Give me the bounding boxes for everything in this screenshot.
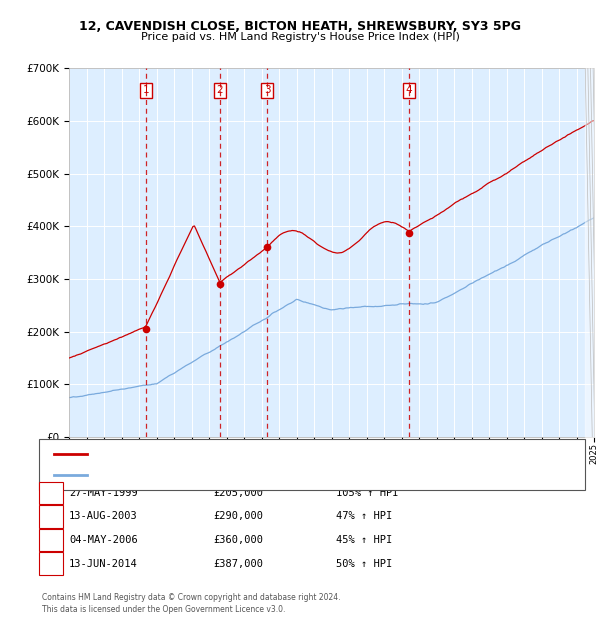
Text: 04-MAY-2006: 04-MAY-2006	[69, 535, 138, 545]
Text: 1: 1	[142, 86, 149, 95]
Text: 2: 2	[48, 512, 54, 521]
Text: HPI: Average price, detached house, Shropshire: HPI: Average price, detached house, Shro…	[96, 470, 298, 479]
Text: £290,000: £290,000	[213, 512, 263, 521]
Text: 3: 3	[48, 535, 54, 545]
Text: £360,000: £360,000	[213, 535, 263, 545]
Text: 13-JUN-2014: 13-JUN-2014	[69, 559, 138, 569]
Text: 2: 2	[217, 86, 223, 95]
Text: 3: 3	[264, 86, 271, 95]
Text: 12, CAVENDISH CLOSE, BICTON HEATH, SHREWSBURY, SY3 5PG: 12, CAVENDISH CLOSE, BICTON HEATH, SHREW…	[79, 20, 521, 33]
Text: 105% ↑ HPI: 105% ↑ HPI	[336, 488, 398, 498]
Text: 4: 4	[48, 559, 54, 569]
Text: 50% ↑ HPI: 50% ↑ HPI	[336, 559, 392, 569]
Text: 13-AUG-2003: 13-AUG-2003	[69, 512, 138, 521]
Text: 1: 1	[48, 488, 54, 498]
Text: 12, CAVENDISH CLOSE, BICTON HEATH, SHREWSBURY, SY3 5PG (detached house): 12, CAVENDISH CLOSE, BICTON HEATH, SHREW…	[96, 450, 440, 459]
Text: 47% ↑ HPI: 47% ↑ HPI	[336, 512, 392, 521]
Text: £387,000: £387,000	[213, 559, 263, 569]
Text: Price paid vs. HM Land Registry's House Price Index (HPI): Price paid vs. HM Land Registry's House …	[140, 32, 460, 42]
Text: 27-MAY-1999: 27-MAY-1999	[69, 488, 138, 498]
Text: 45% ↑ HPI: 45% ↑ HPI	[336, 535, 392, 545]
Text: 4: 4	[406, 86, 413, 95]
Text: £205,000: £205,000	[213, 488, 263, 498]
Text: Contains HM Land Registry data © Crown copyright and database right 2024.
This d: Contains HM Land Registry data © Crown c…	[42, 593, 341, 614]
